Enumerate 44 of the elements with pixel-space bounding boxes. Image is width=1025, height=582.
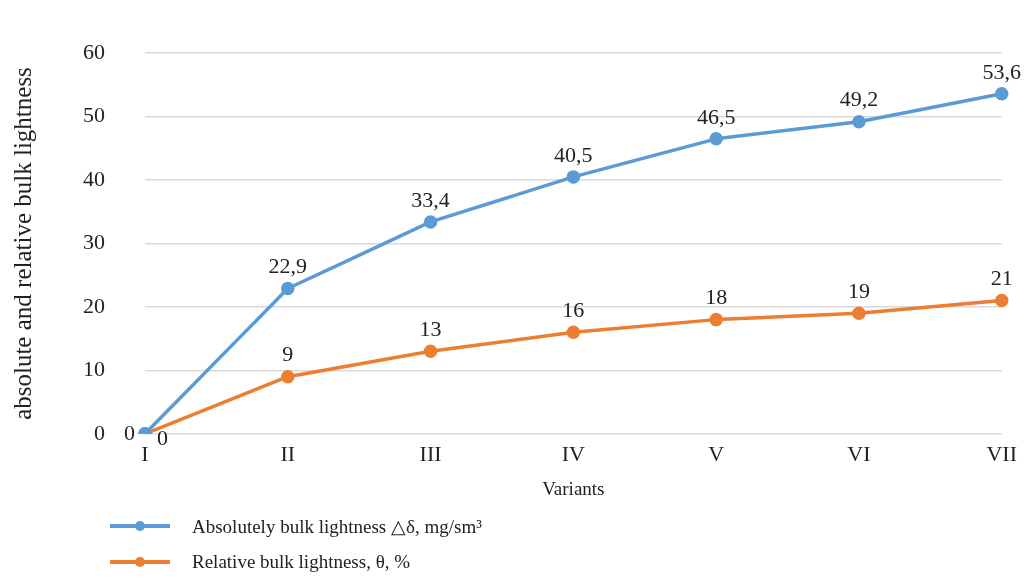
y-tick-label: 30	[83, 229, 105, 255]
data-label: 53,6	[982, 58, 1021, 84]
x-tick-label: II	[280, 440, 296, 466]
x-axis-title: Variants	[542, 477, 605, 499]
point	[852, 306, 866, 321]
y-tick-label: 10	[83, 356, 105, 382]
legend-label: Absolutely bulk lightness △δ, mg/sm³	[192, 514, 482, 538]
y-tick-label: 50	[83, 102, 105, 128]
x-tick-label: IV	[561, 440, 586, 466]
data-label: 0	[124, 419, 135, 445]
point	[709, 132, 723, 146]
y-tick-label: 40	[83, 165, 105, 191]
data-label: 18	[705, 284, 728, 310]
y-axis-title: absolute and relative bulk lightness	[8, 67, 36, 420]
data-label: 13	[419, 316, 442, 342]
point	[994, 87, 1009, 101]
y-tick-label: 60	[83, 38, 105, 64]
point	[566, 325, 581, 340]
data-label: 16	[562, 297, 585, 323]
data-label: 22,9	[268, 253, 308, 279]
data-label: 0	[157, 424, 168, 450]
point	[994, 293, 1009, 308]
point	[423, 344, 438, 359]
x-tick-label: I	[141, 440, 149, 466]
data-label: 49,2	[839, 86, 879, 112]
data-label: 21	[990, 265, 1013, 291]
x-tick-label: VI	[847, 440, 871, 466]
data-label: 9	[282, 341, 294, 367]
point	[423, 215, 438, 229]
data-label: 19	[847, 278, 870, 304]
point	[852, 114, 866, 129]
point	[281, 369, 295, 384]
x-tick-label: III	[419, 440, 442, 466]
legend-label: Relative bulk lightness, θ, %	[192, 551, 411, 573]
point	[709, 312, 723, 327]
x-tick-label: VII	[986, 440, 1017, 466]
data-label: 46,5	[696, 103, 736, 129]
data-label: 40,5	[554, 141, 593, 167]
point	[281, 281, 295, 296]
x-tick-label: V	[708, 440, 725, 466]
data-label: 33,4	[411, 186, 450, 212]
point	[566, 170, 581, 184]
y-tick-label: 20	[83, 292, 105, 318]
y-tick-label: 0	[94, 419, 105, 445]
